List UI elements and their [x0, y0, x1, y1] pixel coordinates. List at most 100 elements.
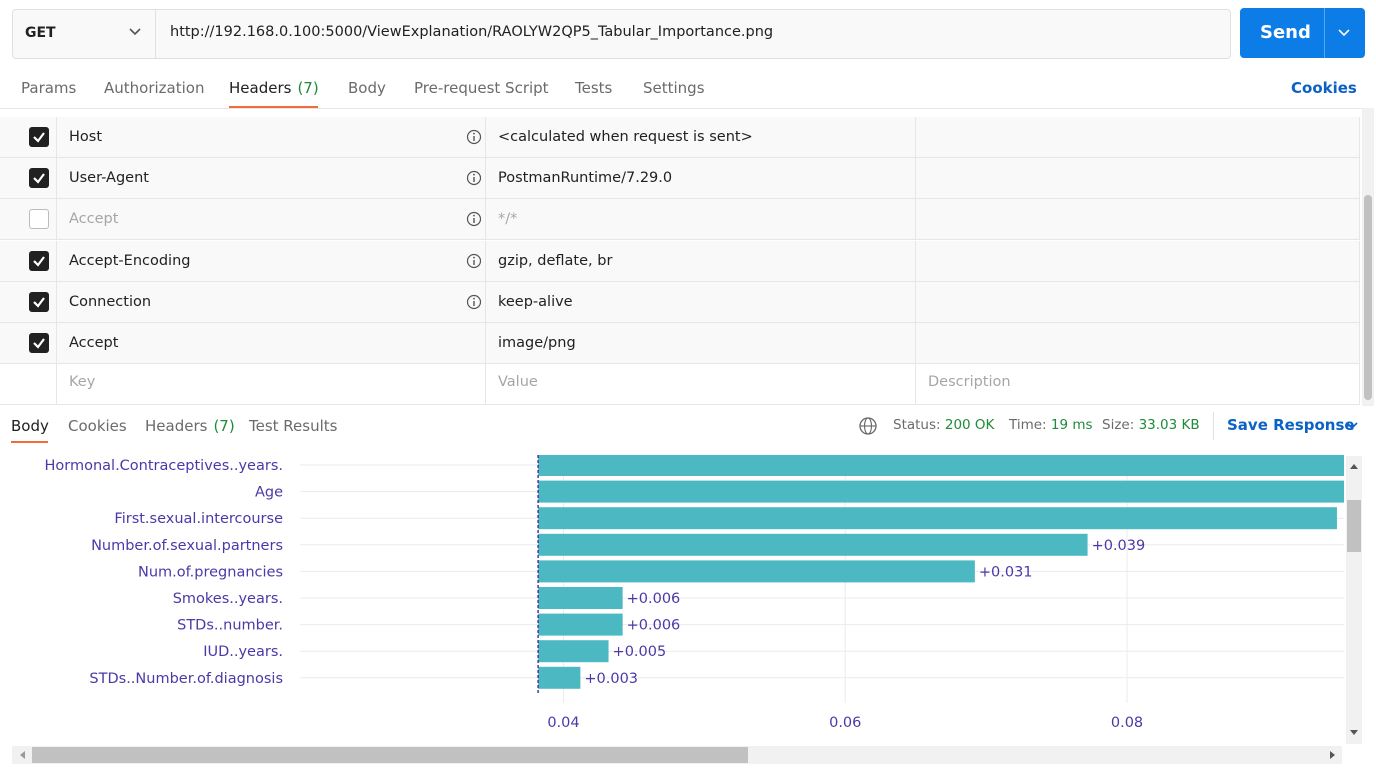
y-tick-label: STDs..Number.of.diagnosis: [89, 671, 283, 687]
cell: [486, 199, 916, 241]
request-tab[interactable]: Headers (7): [229, 79, 319, 97]
header-value: */*: [498, 211, 518, 228]
cell: [486, 117, 916, 158]
value-label: +0.006: [627, 618, 681, 634]
bar: [538, 640, 609, 663]
header-row: Connection keep-alive: [0, 281, 1360, 323]
info: [466, 212, 482, 227]
bar: [538, 480, 1344, 503]
header-value: image/png: [498, 335, 576, 351]
header-row: Accept-Encoding gzip, deflate, br: [0, 240, 1360, 282]
checkbox[interactable]: [29, 168, 49, 189]
save-response[interactable]: Save Response: [1227, 416, 1355, 434]
value-label: +0.005: [613, 644, 667, 660]
url-bar: [12, 9, 1231, 59]
info-icon[interactable]: [466, 211, 482, 231]
cell: [57, 199, 486, 241]
checkbox[interactable]: [29, 333, 49, 353]
info-icon[interactable]: [466, 253, 482, 273]
scrollbar-thumb[interactable]: [1347, 500, 1361, 552]
cell: [916, 240, 1360, 282]
info: [466, 294, 482, 309]
info-icon[interactable]: [466, 294, 482, 314]
cookies-link[interactable]: Cookies: [1291, 79, 1357, 97]
globe-icon: [859, 417, 877, 435]
response-tab[interactable]: Test Results: [249, 417, 337, 435]
header-key: User-Agent: [69, 170, 149, 187]
header-value: <calculated when request is sent>: [498, 129, 753, 145]
method-select[interactable]: GET: [25, 25, 56, 41]
check: [33, 173, 45, 184]
divider: [1324, 8, 1325, 58]
size-value: 33.03 KB: [1138, 417, 1200, 433]
placeholder[interactable]: Description: [928, 374, 1011, 391]
response-tab[interactable]: Cookies: [68, 417, 127, 435]
header-key: Accept: [69, 335, 119, 351]
info-icon[interactable]: [466, 129, 482, 149]
status-value: 200 OK: [944, 417, 995, 433]
tab-label: Body: [348, 79, 386, 97]
y-tick-label: Smokes..years.: [173, 591, 283, 607]
request-tab[interactable]: Tests: [575, 79, 612, 97]
send-button[interactable]: Send: [1260, 22, 1311, 43]
info: [466, 171, 482, 186]
check: [33, 338, 45, 349]
checkbox[interactable]: [29, 250, 49, 271]
tab-label: Cookies: [68, 417, 127, 435]
cell: [486, 323, 916, 364]
scrollbar-thumb[interactable]: [1364, 195, 1372, 400]
tab-label: Tests: [575, 79, 613, 97]
request-tab[interactable]: Params: [21, 79, 76, 97]
checkbox[interactable]: [29, 291, 49, 312]
divider: [1213, 412, 1214, 440]
cell: [0, 364, 57, 406]
response-tab[interactable]: Body: [11, 417, 49, 435]
cell: [57, 323, 486, 364]
header-key: Connection: [69, 293, 152, 310]
value-label: +0.003: [584, 671, 638, 687]
cell: [0, 323, 57, 364]
chevron[interactable]: [1345, 421, 1359, 431]
scroll-left[interactable]: [18, 750, 26, 760]
response-tab[interactable]: Headers (7): [145, 417, 235, 435]
placeholder[interactable]: Key: [69, 374, 96, 391]
active-tab-underline: [229, 106, 318, 108]
scroll-right[interactable]: [1329, 750, 1337, 760]
cell: [57, 364, 486, 406]
cell: [916, 158, 1360, 200]
url-input[interactable]: http://192.168.0.100:5000/ViewExplanatio…: [170, 24, 774, 40]
divider: [155, 9, 156, 59]
time-value: 19 ms: [1050, 417, 1093, 433]
header-key: Accept-Encoding: [69, 252, 191, 269]
cell: [57, 240, 486, 282]
cell: [0, 240, 57, 282]
h-scrollbar-thumb[interactable]: [32, 747, 748, 763]
info-icon[interactable]: [466, 170, 482, 190]
cell: [0, 117, 57, 158]
cell: [57, 281, 486, 323]
cell: [916, 364, 1360, 406]
cell: [486, 364, 916, 406]
cell: [916, 199, 1360, 241]
request-tab[interactable]: Authorization: [104, 79, 204, 97]
request-tab[interactable]: Pre-request Script: [414, 79, 549, 97]
send-button-bg[interactable]: [1240, 8, 1365, 58]
tab-label: Params: [21, 79, 77, 97]
bar: [538, 666, 581, 689]
checkbox[interactable]: [29, 127, 49, 147]
scroll-up[interactable]: [1349, 462, 1359, 470]
request-tab[interactable]: Settings: [643, 79, 705, 97]
tab-label: Pre-request Script: [414, 79, 549, 97]
tab-label: Test Results: [249, 417, 338, 435]
check: [33, 132, 45, 143]
tab-label: Authorization: [104, 79, 205, 97]
checkbox[interactable]: [29, 209, 49, 230]
time: Time: 19 ms: [1009, 417, 1093, 433]
header-value: PostmanRuntime/7.29.0: [498, 170, 673, 187]
placeholder[interactable]: Value: [498, 374, 538, 391]
scroll-down[interactable]: [1349, 729, 1359, 737]
size: Size: 33.03 KB: [1102, 417, 1200, 433]
chevron[interactable]: [1337, 28, 1351, 38]
request-tab[interactable]: Body: [348, 79, 386, 97]
header-key: Host: [69, 129, 103, 145]
